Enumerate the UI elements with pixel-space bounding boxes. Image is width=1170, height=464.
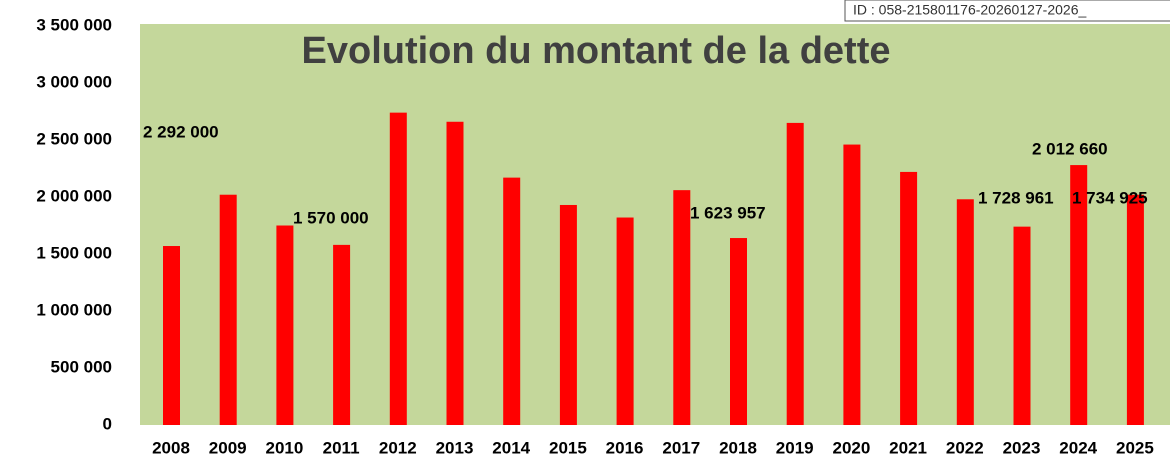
y-tick-label: 1 500 000	[36, 243, 112, 262]
bar	[276, 225, 294, 425]
annotation: 1 728 961	[978, 188, 1054, 207]
bar	[1126, 194, 1144, 425]
x-tick-label: 2019	[776, 438, 814, 457]
bar	[333, 244, 351, 425]
bar	[900, 171, 918, 425]
x-tick-label: 2017	[662, 438, 700, 457]
x-tick-label: 2018	[719, 438, 757, 457]
bar	[673, 190, 691, 425]
bar	[219, 194, 237, 425]
y-tick-label: 0	[103, 414, 112, 433]
x-tick-label: 2020	[832, 438, 870, 457]
y-tick-label: 3 000 000	[36, 72, 112, 91]
annotation: 2 292 000	[143, 122, 219, 141]
annotation: 2 012 660	[1032, 139, 1108, 158]
x-tick-label: 2024	[1059, 438, 1097, 457]
x-tick-label: 2016	[606, 438, 644, 457]
x-tick-label: 2025	[1116, 438, 1154, 457]
x-tick-label: 2014	[492, 438, 530, 457]
stamp: ID : 058-215801176-20260127-2026_	[853, 2, 1086, 18]
bar	[503, 177, 521, 425]
x-tick-label: 2021	[889, 438, 927, 457]
bar	[1013, 226, 1031, 425]
y-tick-label: 2 500 000	[36, 129, 112, 148]
chart-title: Evolution du montant de la dette	[302, 30, 891, 72]
y-tick-label: 1 000 000	[36, 300, 112, 319]
bar	[389, 112, 407, 425]
bar	[616, 217, 634, 425]
x-tick-label: 2009	[209, 438, 247, 457]
x-tick-label: 2010	[265, 438, 303, 457]
x-tick-label: 2012	[379, 438, 417, 457]
bar	[559, 204, 577, 425]
bar	[730, 238, 747, 425]
bar	[843, 144, 861, 425]
y-tick-label: 2 000 000	[36, 186, 112, 205]
bar	[163, 246, 180, 425]
x-tick-label: 2022	[946, 438, 984, 457]
annotation: 1 734 925	[1072, 188, 1148, 207]
bar	[1070, 165, 1088, 425]
x-tick-label: 2013	[436, 438, 474, 457]
annotation: 1 570 000	[293, 208, 369, 227]
bar	[956, 199, 974, 425]
x-tick-label: 2008	[152, 438, 190, 457]
x-tick-label: 2015	[549, 438, 587, 457]
stamp-box	[844, 0, 1170, 22]
bar	[786, 122, 804, 426]
y-tick-label: 3 500 000	[36, 15, 112, 34]
plot-area	[140, 24, 1170, 425]
y-tick-label: 500 000	[51, 357, 112, 376]
annotation: 1 623 957	[690, 203, 766, 222]
bar	[446, 121, 464, 425]
x-tick-label: 2011	[323, 438, 360, 457]
x-tick-label: 2023	[1003, 438, 1041, 457]
